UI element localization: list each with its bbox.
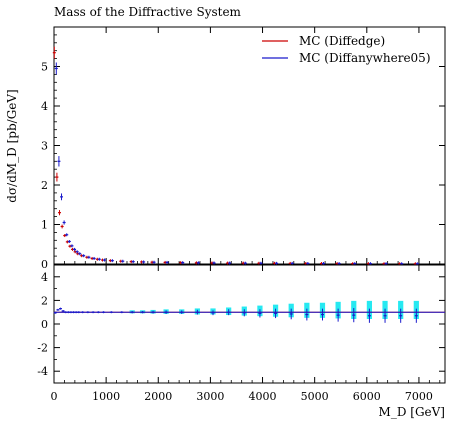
- main-plot-panel: 0 1 2 3 4 5: [41, 26, 446, 271]
- main-y-tick-label: 5: [41, 61, 48, 74]
- main-axis-ticks: 0 1 2 3 4 5: [41, 27, 445, 271]
- chart-title: Mass of the Diffractive System: [54, 5, 242, 19]
- ratio-y-tick-label: 2: [41, 294, 48, 307]
- x-tick-label: 5000: [301, 390, 329, 403]
- ratio-series-group: [53, 307, 445, 323]
- legend-label-diffedge: MC (Diffedge): [299, 34, 385, 48]
- x-tick-labels: 0 1000 2000 3000 4000 5000 6000 7000: [51, 390, 433, 403]
- main-y-tick-label: 2: [41, 179, 48, 192]
- ratio-y-tick-label: 0: [41, 318, 48, 331]
- y-axis-label: dσ/dM_D [pb/GeV]: [5, 89, 19, 202]
- x-tick-label: 7000: [405, 390, 433, 403]
- ratio-y-tick-label: -4: [37, 365, 48, 378]
- legend-label-diffanywhere05: MC (Diffanywhere05): [299, 51, 431, 65]
- x-tick-label: 1000: [92, 390, 120, 403]
- x-tick-label: 4000: [249, 390, 277, 403]
- ratio-axis-ticks: -4 -2 0 2 4: [37, 265, 445, 383]
- main-series-group: [52, 46, 419, 266]
- x-tick-label: 0: [51, 390, 58, 403]
- ratio-plot-frame: [53, 264, 446, 384]
- x-axis-label: M_D [GeV]: [379, 405, 445, 419]
- legend: MC (Diffedge) MC (Diffanywhere05): [262, 34, 431, 65]
- x-tick-label: 3000: [196, 390, 224, 403]
- x-tick-label: 2000: [144, 390, 172, 403]
- main-y-tick-label: 4: [41, 100, 48, 113]
- main-y-tick-label: 3: [41, 140, 48, 153]
- ratio-plot-panel: -4 -2 0 2 4: [37, 264, 446, 384]
- main-y-tick-label: 1: [41, 219, 48, 232]
- main-y-tick-label: 0: [41, 258, 48, 271]
- ratio-uncertainty-band: [129, 300, 419, 319]
- x-tick-label: 6000: [353, 390, 381, 403]
- ratio-y-tick-label: 4: [41, 271, 48, 284]
- ratio-y-tick-label: -2: [37, 342, 48, 355]
